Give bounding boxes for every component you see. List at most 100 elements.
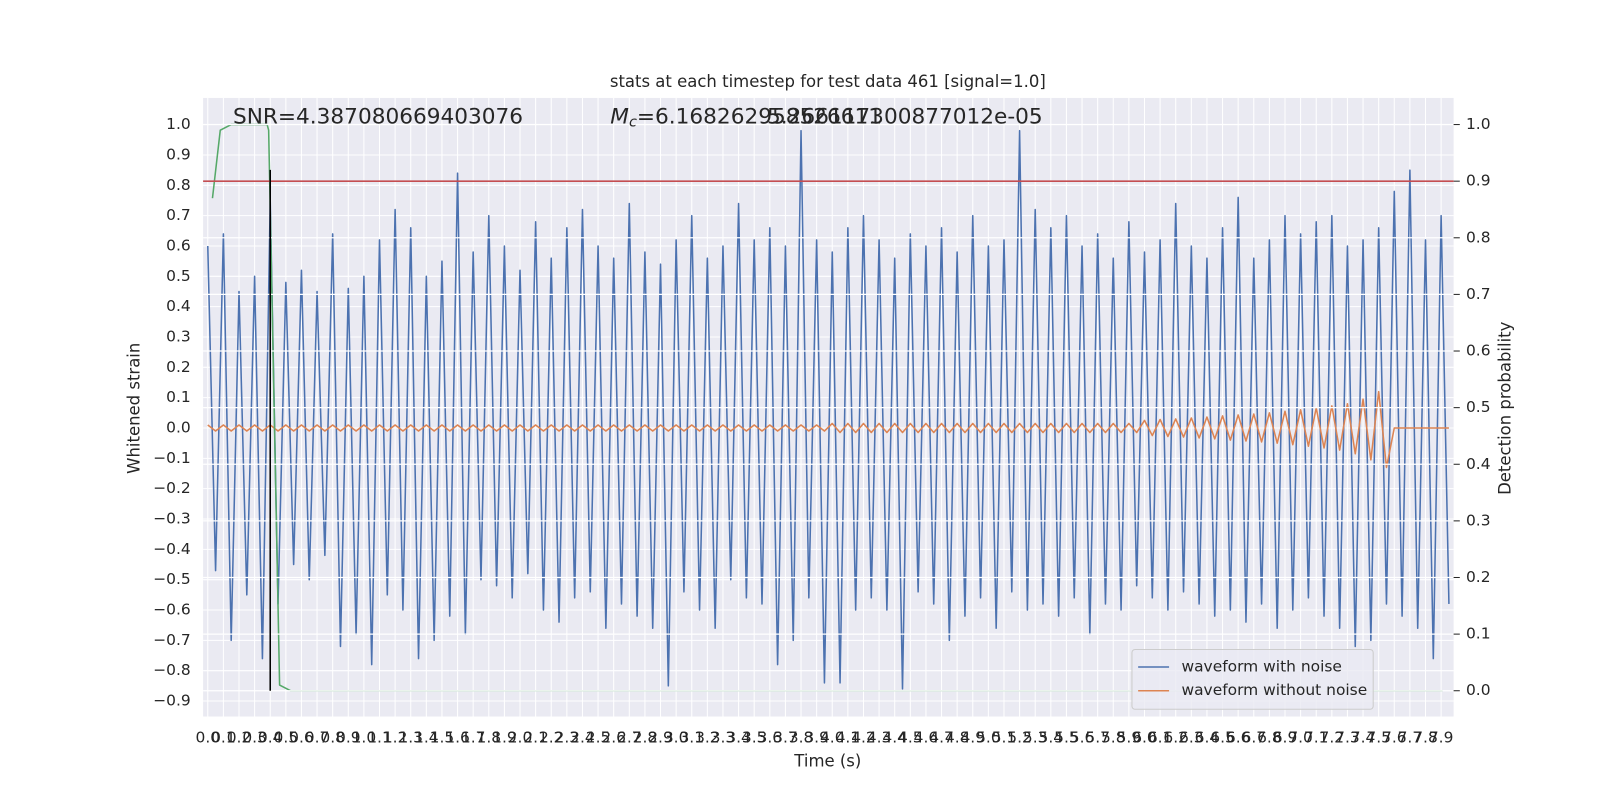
y-tick-label: 1.0 (166, 115, 191, 133)
x-tick-label: 5.6 (1070, 729, 1095, 747)
x-tick-label: 2.3 (555, 729, 580, 747)
y2-tick-label: 0.5 (1466, 398, 1491, 416)
x-tick-label: 0.6 (289, 729, 314, 747)
series-line (211, 123, 1443, 692)
x-tick-label: 7.8 (1413, 729, 1438, 747)
chart-title: stats at each timestep for test data 461… (610, 72, 1046, 91)
x-tick-label: 3.6 (758, 729, 783, 747)
x-tick-label: 6.5 (1210, 729, 1235, 747)
x-tick-label: 5.7 (1085, 729, 1110, 747)
x-tick-label: 7.3 (1335, 729, 1360, 747)
y-tick-label: −0.7 (153, 631, 191, 649)
x-tick-label: 7.2 (1320, 729, 1345, 747)
mc-subscript: c (629, 115, 637, 131)
mc-value: =6.168262958526611 (637, 105, 882, 130)
x-tick-label: 0.5 (274, 729, 299, 747)
y2-tick-label: 0.2 (1466, 568, 1491, 586)
y2-tick-label: 0.1 (1466, 625, 1491, 643)
x-tick-label: 4.7 (929, 729, 954, 747)
y-tick-label: 0.2 (166, 358, 191, 376)
x-tick-label: 4.4 (882, 729, 907, 747)
x-tick-label: 6.4 (1195, 729, 1220, 747)
x-tick-label: 5.1 (992, 729, 1017, 747)
annotation: SNR=4.387080669403076 (233, 105, 523, 130)
y-axis-label: Whitened strain (125, 343, 144, 474)
legend-box (1131, 648, 1374, 710)
x-tick-label: 2.6 (601, 729, 626, 747)
y-tick-label: 0.7 (166, 206, 191, 224)
x-tick-label: 5.5 (1054, 729, 1079, 747)
y2-tick-label: 0.7 (1466, 285, 1491, 303)
x-tick-label: 2.4 (570, 729, 595, 747)
x-tick-label: 2.7 (617, 729, 642, 747)
x-tick-label: 1.8 (477, 729, 502, 747)
y-tick-label: −0.2 (153, 479, 191, 497)
x-tick-label: 3.4 (726, 729, 751, 747)
x-tick-label: 4.2 (851, 729, 876, 747)
y-tick-label: −0.8 (153, 661, 191, 679)
x-tick-label: 2.8 (633, 729, 658, 747)
y2-tick-label: 0.6 (1466, 342, 1491, 360)
x-tick-label: 3.5 (742, 729, 767, 747)
y2-tick-label: 0.8 (1466, 228, 1491, 246)
y-tick-label: −0.5 (153, 570, 191, 588)
x-tick-label: 6.0 (1132, 729, 1157, 747)
x-tick-label: 7.7 (1398, 729, 1423, 747)
x-tick-label: 0.3 (242, 729, 267, 747)
x-tick-label: 7.1 (1304, 729, 1329, 747)
x-tick-label: 1.2 (383, 729, 408, 747)
y2-axis-label: Detection probability (1496, 321, 1515, 495)
x-tick-label: 4.3 (867, 729, 892, 747)
y2-tick-label: 0.0 (1466, 681, 1491, 699)
y-tick-label: −0.1 (153, 449, 191, 467)
y2-tick-label: 0.4 (1466, 455, 1491, 473)
x-tick-label: 6.9 (1273, 729, 1298, 747)
x-tick-label: 6.6 (1226, 729, 1251, 747)
y-tick-label: 0.5 (166, 267, 191, 285)
x-tick-label: 5.2 (1007, 729, 1032, 747)
x-tick-label: 4.9 (960, 729, 985, 747)
x-tick-label: 7.5 (1366, 729, 1391, 747)
x-tick-label: 6.2 (1163, 729, 1188, 747)
x-tick-label: 5.0 (976, 729, 1001, 747)
y-tick-label: 0.6 (166, 236, 191, 254)
series-line (207, 129, 1450, 690)
mc-annotation: Mc=6.168262958526611 (610, 105, 882, 131)
y-tick-label: 0.0 (166, 418, 191, 436)
x-tick-label: 6.1 (1148, 729, 1173, 747)
x-tick-label: 1.3 (398, 729, 423, 747)
x-tick-label: 6.3 (1179, 729, 1204, 747)
x-tick-label: 0.8 (320, 729, 345, 747)
x-tick-label: 0.4 (258, 729, 283, 747)
x-tick-label: 5.3 (1023, 729, 1048, 747)
x-tick-label: 1.1 (367, 729, 392, 747)
x-tick-label: 5.4 (1039, 729, 1064, 747)
x-tick-label: 1.0 (352, 729, 377, 747)
legend-label: waveform without noise (1181, 681, 1367, 699)
x-tick-label: 3.1 (679, 729, 704, 747)
x-tick-label: 4.6 (914, 729, 939, 747)
x-tick-label: 2.2 (539, 729, 564, 747)
x-axis-label: Time (s) (793, 751, 861, 770)
over-layer: 0.00.10.20.30.40.50.60.70.80.91.01.11.21… (153, 115, 1490, 747)
series-line (207, 390, 1449, 469)
x-tick-label: 0.0 (195, 729, 220, 747)
x-tick-label: 1.5 (430, 729, 455, 747)
y-tick-label: 0.3 (166, 327, 191, 345)
series-layer (207, 123, 1450, 692)
x-tick-label: 3.0 (664, 729, 689, 747)
y-tick-label: 0.4 (166, 297, 191, 315)
x-tick-label: 2.9 (648, 729, 673, 747)
x-tick-label: 1.4 (414, 729, 439, 747)
x-tick-label: 3.3 (711, 729, 736, 747)
x-tick-label: 0.1 (211, 729, 236, 747)
x-tick-label: 5.9 (1117, 729, 1142, 747)
y-tick-label: −0.9 (153, 692, 191, 710)
x-tick-label: 4.5 (898, 729, 923, 747)
y2-tick-label: 1.0 (1466, 115, 1491, 133)
legend-label: waveform with noise (1181, 658, 1342, 676)
x-tick-label: 3.2 (695, 729, 720, 747)
y2-tick-label: 0.9 (1466, 172, 1491, 190)
